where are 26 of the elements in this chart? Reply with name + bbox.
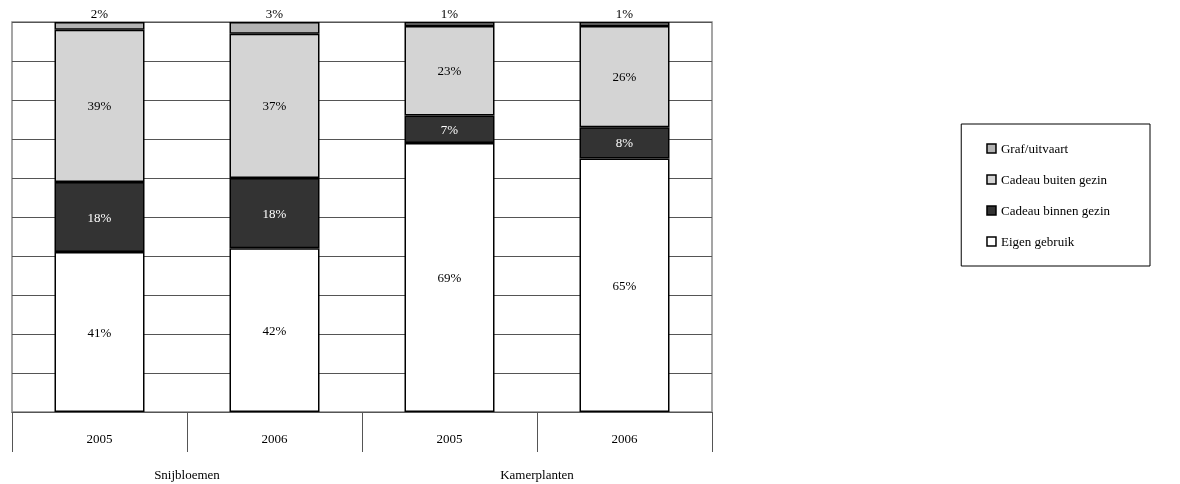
data-label: 2% <box>90 6 109 21</box>
legend-label: Graf/uitvaart <box>1000 141 1069 156</box>
text: Kamerplanten <box>500 467 575 482</box>
data-label: 1% <box>615 6 634 21</box>
data-label: 18% <box>87 209 112 225</box>
data-label: 8% <box>615 135 634 151</box>
data-label: 41% <box>87 324 112 340</box>
data-label: 65% <box>612 277 637 293</box>
x-tick-label: 2005 <box>436 431 463 446</box>
x-tick-label: 2006 <box>611 431 638 446</box>
legend-label: Eigen gebruik <box>1000 234 1075 249</box>
data-label: 23% <box>437 63 462 79</box>
data-label: 18% <box>262 205 287 221</box>
data-label: 39% <box>87 98 112 114</box>
x-tick-label: 2006 <box>261 431 288 446</box>
x-tick-label: 2005 <box>86 431 113 446</box>
data-label: 7% <box>440 121 459 137</box>
data-label: 42% <box>262 322 287 338</box>
data-label: 3% <box>265 6 284 21</box>
legend-label: Cadeau binnen gezin <box>1000 203 1111 218</box>
data-label: 69% <box>437 269 462 285</box>
legend-label: Cadeau buiten gezin <box>1000 172 1108 187</box>
data-label: 1% <box>440 6 459 21</box>
text: Snijbloemen <box>154 467 221 482</box>
data-label: 26% <box>612 69 637 85</box>
data-label: 37% <box>262 98 287 114</box>
